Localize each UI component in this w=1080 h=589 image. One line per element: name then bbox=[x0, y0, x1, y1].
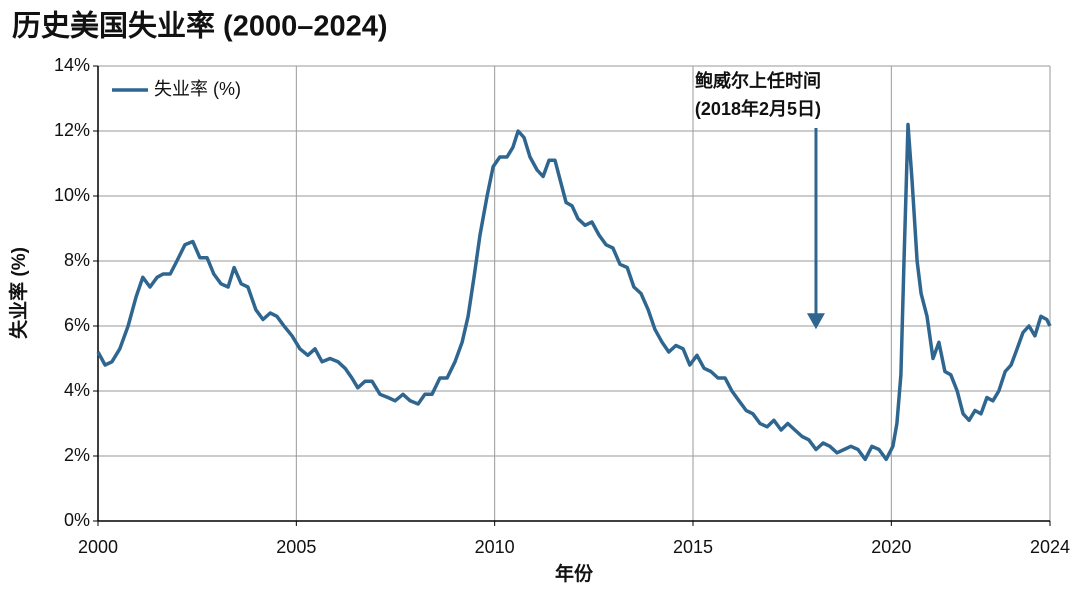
x-tick-label: 2000 bbox=[78, 537, 118, 557]
x-tick-label: 2005 bbox=[276, 537, 316, 557]
y-tick-label: 6% bbox=[64, 315, 90, 335]
y-tick-label: 14% bbox=[54, 55, 90, 75]
data-line bbox=[96, 122, 1052, 462]
annotation-text: 鲍威尔上任时间 bbox=[695, 70, 821, 91]
x-tick-label: 2010 bbox=[475, 537, 515, 557]
x-axis-label: 年份 bbox=[555, 562, 594, 585]
y-tick-label: 12% bbox=[54, 120, 90, 140]
x-tick-label: 2015 bbox=[673, 537, 713, 557]
y-tick-label: 0% bbox=[64, 510, 90, 530]
y-tick-label: 8% bbox=[64, 250, 90, 270]
y-tick-label: 4% bbox=[64, 380, 90, 400]
chart-title: 历史美国失业率 (2000–2024) bbox=[12, 9, 388, 43]
y-tick-label: 10% bbox=[54, 185, 90, 205]
x-tick-label: 2020 bbox=[871, 537, 911, 557]
y-axis-label: 失业率 (%) bbox=[7, 247, 30, 339]
legend-label: 失业率 (%) bbox=[154, 79, 241, 99]
y-tick-label: 2% bbox=[64, 445, 90, 465]
annotation-text: (2018年2月5日) bbox=[695, 98, 821, 119]
x-tick-label: 2024 bbox=[1030, 537, 1070, 557]
annotation-arrowhead bbox=[806, 313, 825, 330]
